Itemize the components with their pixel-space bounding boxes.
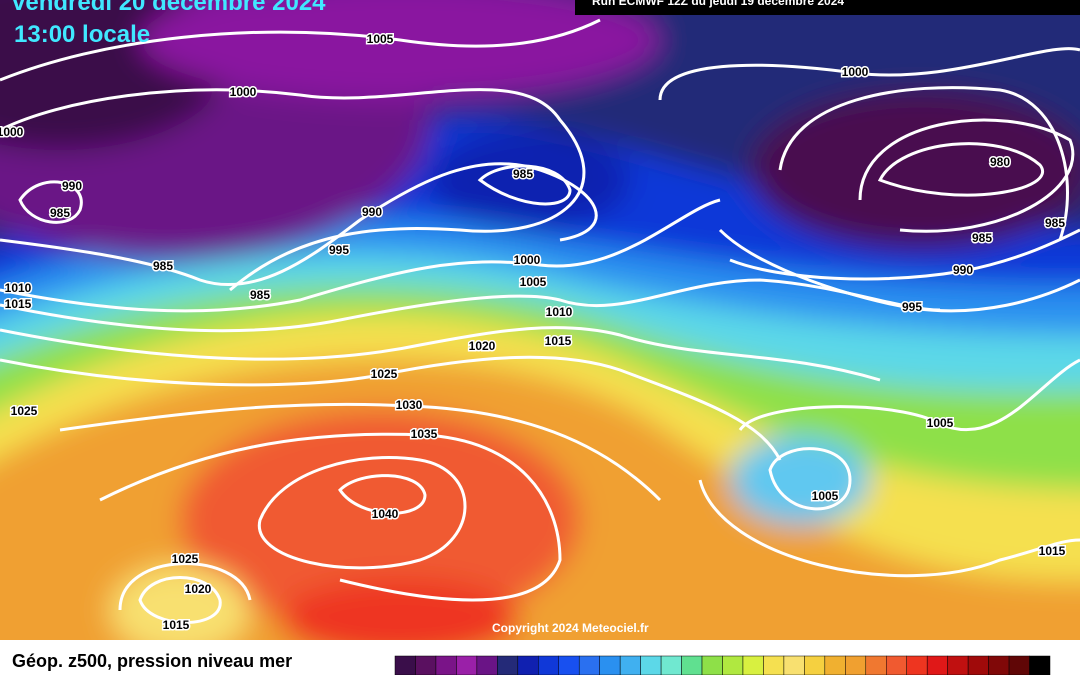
colorbar-swatch	[578, 655, 600, 675]
colorbar-swatch	[456, 655, 478, 675]
isobar-label: 990	[62, 179, 82, 193]
isobar-label: 1000	[842, 65, 869, 79]
legend-title: Géop. z500, pression niveau mer	[12, 651, 292, 671]
colorbar-swatch	[967, 655, 989, 675]
copyright: Copyright 2024 Meteociel.fr	[492, 621, 649, 635]
isobar-label: 1015	[163, 618, 190, 632]
isobars	[0, 18, 1080, 624]
isobar-labels: 1005 1000 1000 990 985 985 985 995 990 985 1000 980…	[0, 31, 1067, 634]
isobar-label: 995	[329, 243, 349, 257]
colorbar-swatch	[783, 655, 805, 675]
colorbar-swatch	[886, 655, 907, 675]
colorbar-swatch	[742, 655, 764, 675]
colorbar-swatch	[1029, 655, 1051, 675]
isobar-label: 1035	[411, 427, 438, 441]
isobar-label: 985	[972, 231, 992, 245]
isobar-label: 1015	[545, 334, 572, 348]
colorbar-swatch	[517, 655, 539, 675]
colorbar-swatch	[763, 655, 785, 675]
isobar-label: 1015	[1039, 544, 1066, 558]
isobar-label: 1020	[469, 339, 496, 353]
isobar-label: 985	[1045, 216, 1065, 230]
isobar-label: 1025	[172, 552, 199, 566]
isobar-label: 980	[990, 155, 1010, 169]
colorbar-swatch	[681, 655, 703, 675]
colorbar-swatch	[497, 655, 519, 675]
isobar-label: 1005	[367, 32, 394, 46]
colorbar-swatch	[640, 655, 662, 675]
isobar-label: 1020	[185, 582, 212, 596]
isobar-label: 1010	[546, 305, 573, 319]
isobar-label: 1025	[11, 404, 38, 418]
isobar-label: 985	[513, 167, 533, 181]
colorbar-swatch	[558, 655, 580, 675]
colorbar-swatch	[1008, 655, 1030, 675]
isobar-label: 1010	[5, 281, 32, 295]
isobar-label: 1015	[5, 297, 32, 311]
run-box	[575, 0, 1080, 15]
colorbar-swatch	[435, 655, 457, 675]
isobar-label: 1000	[514, 253, 541, 267]
colorbar-swatch	[660, 655, 682, 675]
colorbar-swatch	[538, 655, 559, 675]
colorbar-swatch	[619, 655, 641, 675]
colorbar-swatch	[947, 655, 969, 675]
isobar-label: 1005	[812, 489, 839, 503]
run-text: Run ECMWF 12Z du jeudi 19 décembre 2024	[592, 0, 844, 8]
isobar-label: 1000	[0, 125, 24, 139]
colorbar-swatch	[394, 655, 416, 675]
colorbar-swatch	[988, 655, 1010, 675]
colorbar-swatch	[926, 655, 948, 675]
colorbar-swatch	[906, 655, 928, 675]
isobar-label: 1005	[927, 416, 954, 430]
isobar-label: 1025	[371, 367, 398, 381]
isobar-label: 1000	[230, 85, 257, 99]
isobar-label: 1040	[372, 507, 399, 521]
colorbar-swatch	[701, 655, 723, 675]
colorbar-swatch	[476, 655, 498, 675]
isobar-label: 995	[902, 300, 922, 314]
colorbar-swatch	[804, 655, 826, 675]
colorbar-swatch	[722, 655, 744, 675]
isobar-label: 990	[362, 205, 382, 219]
date-title: vendredi 20 décembre 2024	[12, 0, 326, 16]
colorbar-swatch	[599, 655, 621, 675]
colorbar-swatch	[845, 655, 867, 675]
time-title: 13:00 locale	[14, 21, 150, 48]
isobar-label: 990	[953, 263, 973, 277]
colorbar	[394, 655, 1051, 675]
isobar-label: 1030	[396, 398, 423, 412]
colorbar-swatch	[824, 655, 846, 675]
colorbar-swatch	[415, 655, 437, 675]
isobar-label: 985	[153, 259, 173, 273]
isobar-label: 1005	[520, 275, 547, 289]
isobar-label: 985	[50, 206, 70, 220]
colorbar-swatch	[865, 655, 887, 675]
isobar-label: 985	[250, 288, 270, 302]
